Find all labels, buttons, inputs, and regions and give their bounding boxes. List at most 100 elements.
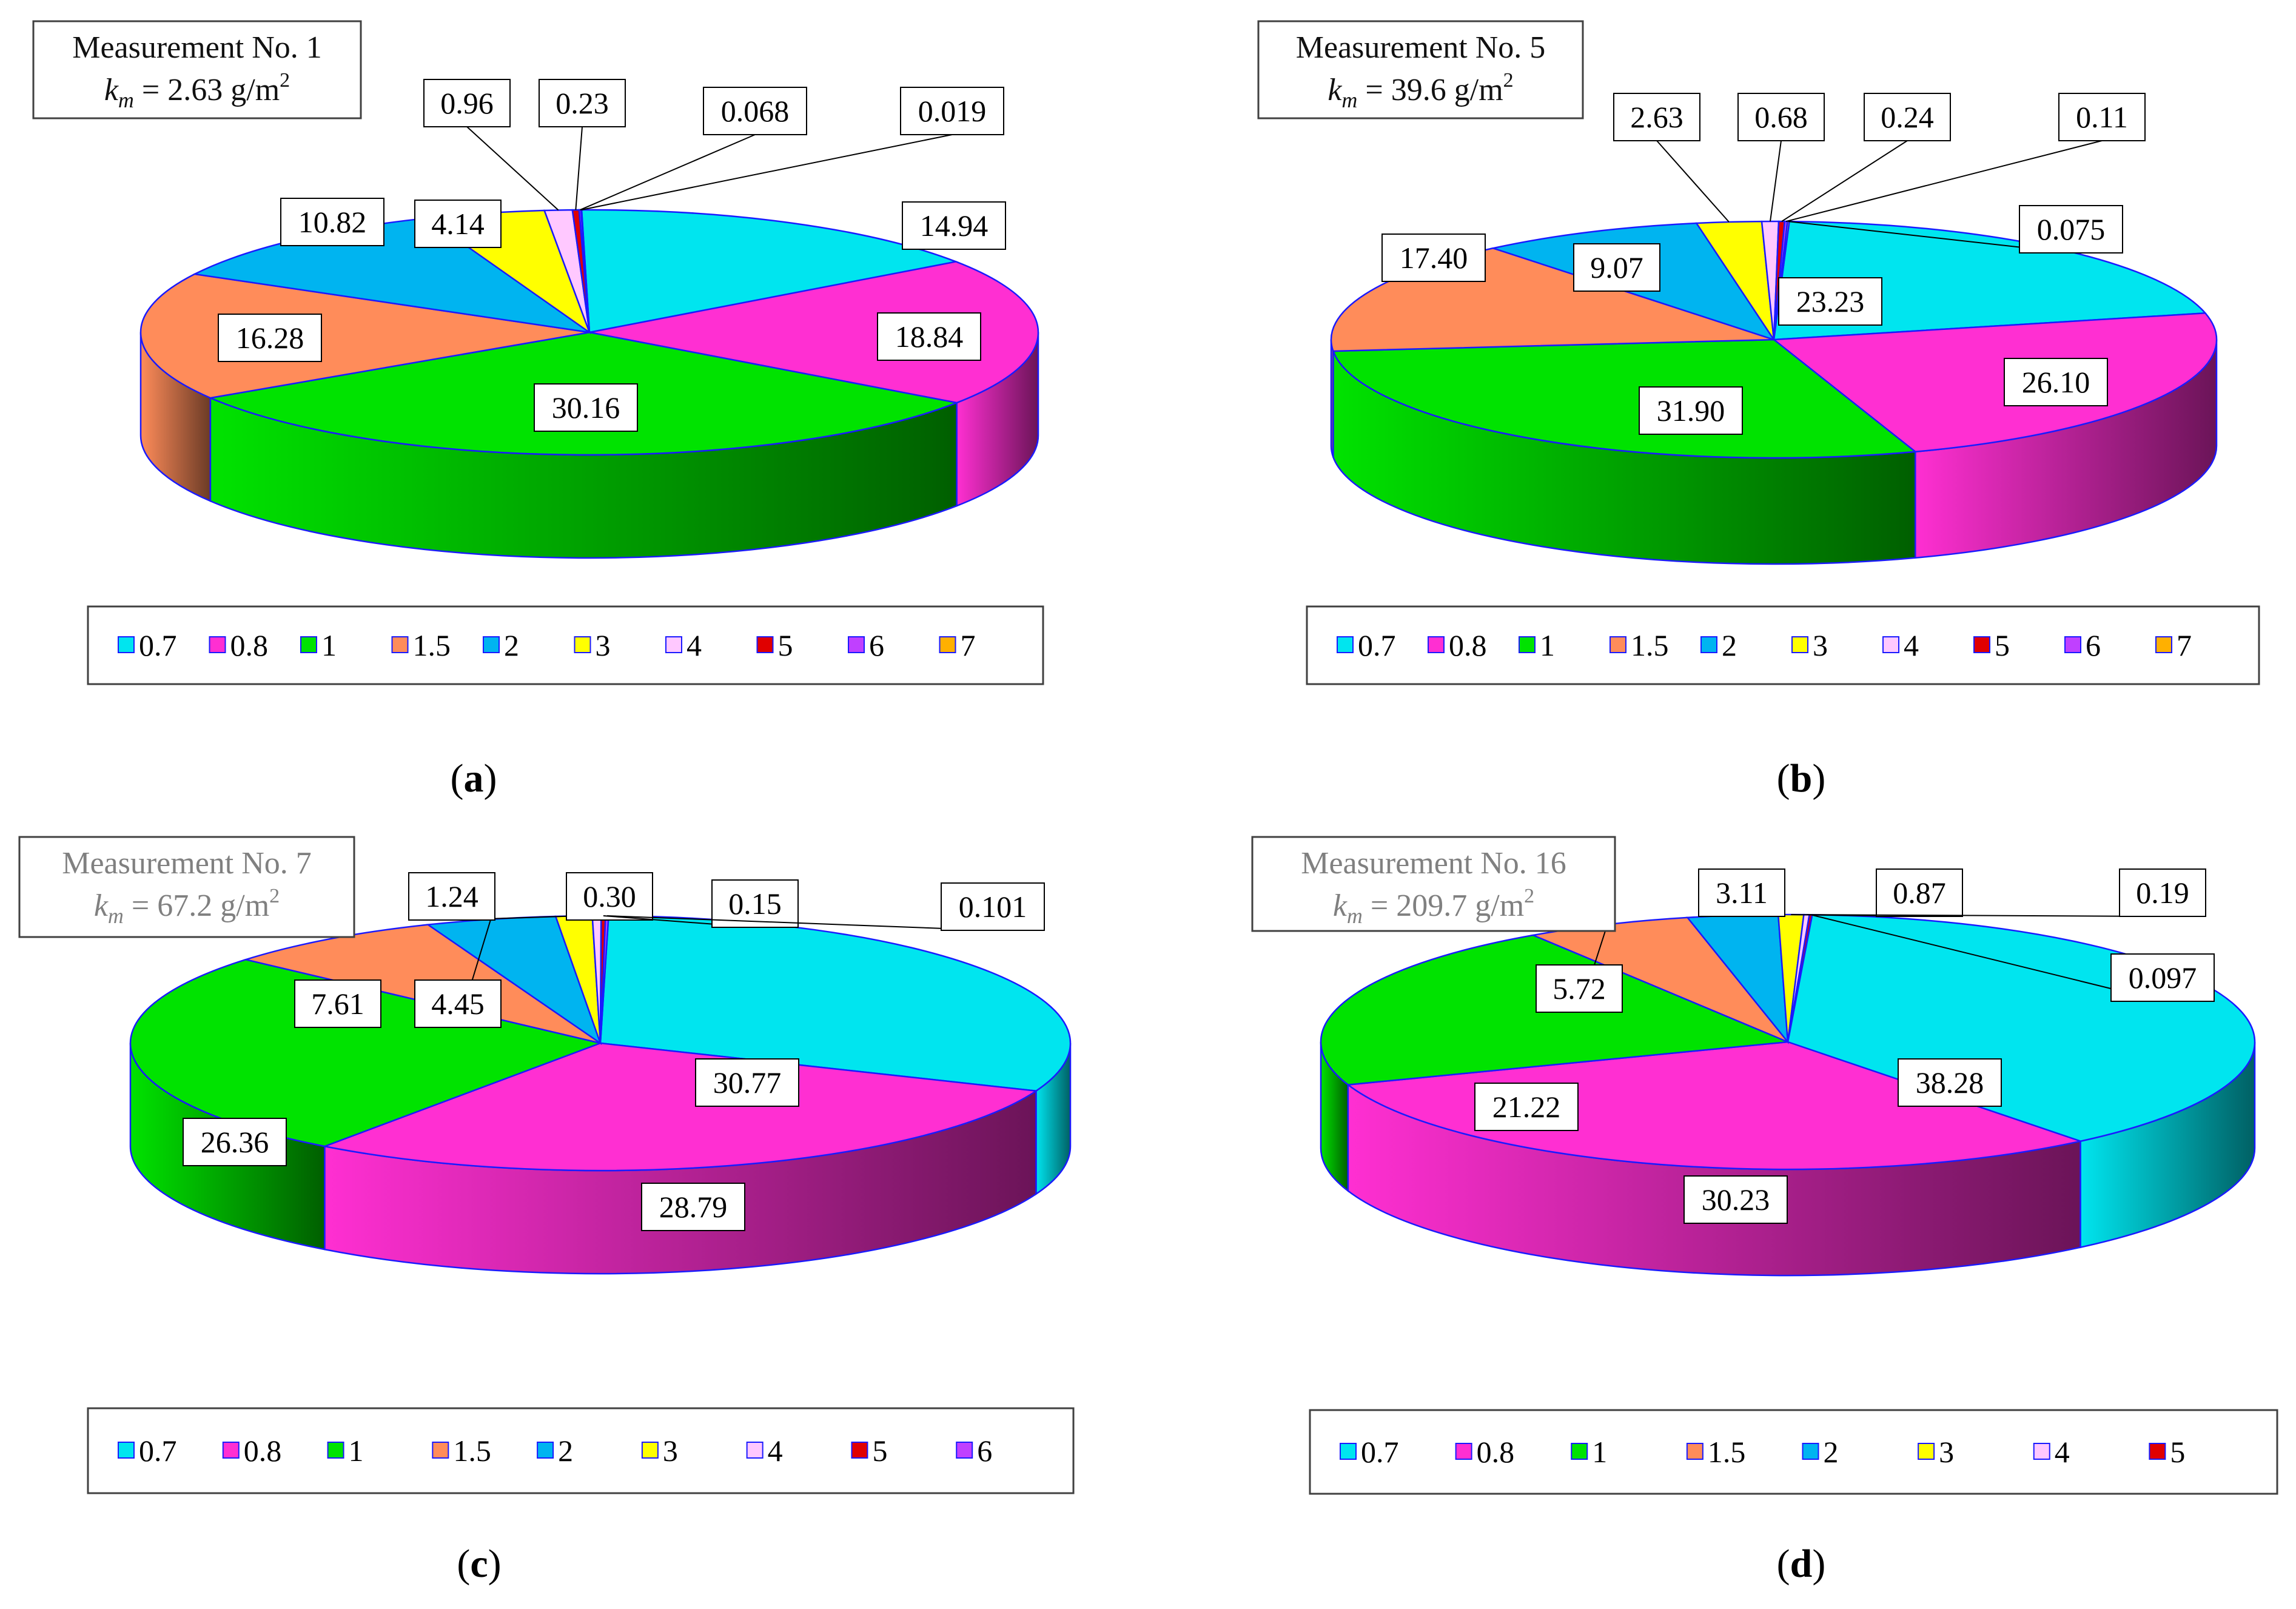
info-box	[32, 20, 362, 119]
leader-line	[1785, 140, 2103, 223]
legend-swatch-1	[327, 1442, 344, 1459]
data-label: 0.075	[2037, 212, 2106, 246]
legend-label: 1	[1592, 1435, 1607, 1469]
leader-line	[1806, 914, 2163, 917]
pie-slice-0-8	[321, 1042, 1038, 1172]
legend-label: 3	[1939, 1435, 1954, 1469]
data-label-box	[423, 79, 511, 127]
legend-swatch-5	[851, 1442, 868, 1459]
legend-label: 0.8	[1477, 1435, 1515, 1469]
legend-label: 7	[2177, 628, 2192, 662]
data-label: 28.79	[659, 1190, 728, 1224]
data-label: 0.068	[721, 94, 790, 128]
legend-swatch-0-7	[1337, 636, 1354, 653]
data-label-box	[2058, 93, 2146, 141]
legend-swatch-0-7	[1340, 1443, 1357, 1460]
data-label-box	[941, 882, 1045, 931]
data-label: 4.14	[431, 207, 485, 241]
pie-slice-0-8	[589, 261, 1039, 404]
legend-label: 0.8	[244, 1434, 282, 1468]
data-label: 18.84	[895, 320, 964, 354]
data-label: 17.40	[1400, 241, 1468, 275]
info-box	[18, 836, 355, 938]
legend-label: 7	[961, 628, 976, 662]
legend-label: 3	[663, 1434, 678, 1468]
legend-swatch-0-8	[222, 1442, 240, 1459]
legend-swatch-2	[1802, 1443, 1819, 1460]
legend-label: 2	[1722, 628, 1737, 662]
legend-swatch-1	[1519, 636, 1536, 653]
data-label-box	[1898, 1058, 2002, 1107]
data-label: 21.22	[1492, 1090, 1561, 1124]
legend-box	[87, 1407, 1075, 1494]
leader-line	[1810, 914, 2163, 1002]
data-label-box	[703, 87, 807, 135]
legend-label: 4	[768, 1434, 783, 1468]
legend-swatch-0-8	[209, 636, 226, 653]
data-label-box	[2119, 868, 2206, 917]
leader-line	[1781, 140, 1908, 222]
legend-swatch-1-5	[432, 1442, 449, 1459]
data-label-box	[2004, 358, 2108, 406]
data-label-box	[641, 1183, 745, 1231]
legend-label: 3	[1813, 628, 1828, 662]
data-label: 0.96	[440, 86, 494, 120]
legend-label: 2	[1824, 1435, 1839, 1469]
legend-label: 3	[596, 628, 611, 662]
legend-box	[87, 605, 1044, 685]
data-label: 30.23	[1702, 1183, 1770, 1217]
leader-line	[466, 126, 559, 211]
panel-label: (a)	[451, 756, 497, 801]
data-label: 30.77	[713, 1066, 782, 1100]
data-label-box	[695, 1058, 799, 1107]
legend-label: 4	[1904, 628, 1919, 662]
data-label: 0.15	[728, 887, 782, 921]
leader-line	[581, 134, 953, 211]
data-label-box	[218, 314, 322, 362]
data-label-box	[2019, 205, 2123, 254]
legend-swatch-0-8	[1428, 636, 1445, 653]
km-value: km = 39.6 g/m2	[1328, 69, 1513, 112]
legend-swatch-0-8	[1455, 1443, 1472, 1460]
legend-swatch-3	[574, 636, 591, 653]
data-label: 23.23	[1796, 284, 1865, 318]
data-label: 0.24	[1881, 100, 1934, 134]
data-label: 10.82	[298, 205, 367, 239]
info-box	[1251, 836, 1616, 932]
data-label-box	[1613, 93, 1700, 141]
data-label-box	[183, 1118, 287, 1166]
legend-label: 1.5	[1631, 628, 1669, 662]
legend-swatch-7	[2155, 636, 2172, 653]
pie-slice-1	[1332, 338, 1918, 459]
legend-swatch-3	[641, 1442, 659, 1459]
data-label: 26.36	[201, 1125, 269, 1159]
legend-label: 0.7	[1361, 1435, 1399, 1469]
data-label-box	[294, 979, 381, 1028]
legend-swatch-1-5	[1686, 1443, 1704, 1460]
data-label: 5.72	[1552, 972, 1606, 1006]
data-label-box	[1536, 964, 1623, 1013]
legend-swatch-4	[2033, 1443, 2050, 1460]
data-label-box	[1474, 1083, 1579, 1131]
measurement-title: Measurement No. 1	[72, 30, 322, 65]
leader-line	[575, 126, 583, 210]
legend-label: 0.7	[139, 628, 177, 662]
data-label-box	[1778, 277, 1882, 326]
legend-swatch-1-5	[1610, 636, 1626, 653]
legend-swatch-6	[848, 636, 865, 653]
data-label-box	[1381, 233, 1486, 282]
legend-label: 5	[778, 628, 793, 662]
legend-swatch-6	[2064, 636, 2081, 653]
km-value: km = 209.7 g/m2	[1333, 885, 1534, 928]
legend-swatch-0-7	[118, 1442, 135, 1459]
data-label-box	[1698, 868, 1785, 917]
legend-swatch-7	[939, 636, 956, 653]
leader-line	[1770, 140, 1782, 222]
data-label: 0.68	[1754, 100, 1808, 134]
panel-label: (b)	[1777, 756, 1826, 801]
legend-label: 0.7	[139, 1434, 177, 1468]
legend-box	[1306, 605, 2260, 685]
measurement-title: Measurement No. 16	[1301, 846, 1566, 881]
